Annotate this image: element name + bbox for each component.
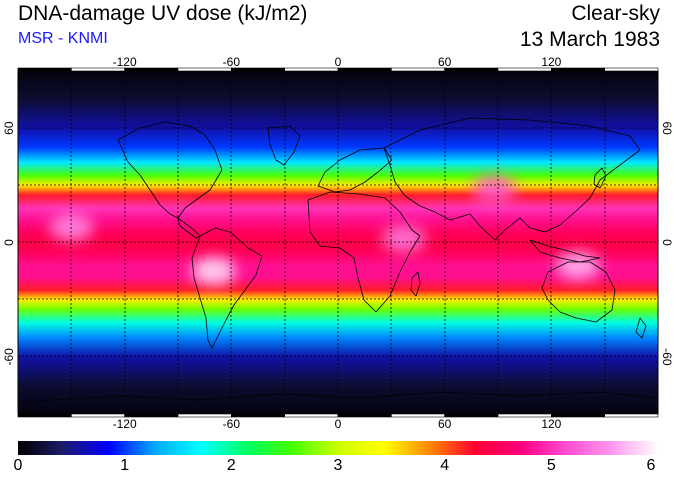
colorbar-label: 3 — [333, 457, 343, 474]
lon-tick-label: 60 — [438, 417, 452, 431]
graticule — [18, 71, 658, 414]
central-america-coast — [177, 217, 201, 239]
colorbar-label: 5 — [546, 457, 556, 474]
map-frame — [17, 67, 659, 418]
frame-segment — [284, 413, 339, 418]
asia-coast — [383, 117, 641, 241]
frame-segment — [444, 67, 499, 72]
frame-segment — [284, 67, 339, 72]
africa-coast — [307, 191, 421, 313]
hotspot-east-africa — [381, 224, 426, 253]
lon-tick-label: -60 — [223, 417, 241, 431]
lon-tick-label: 0 — [335, 55, 342, 69]
frame-segment — [391, 413, 445, 418]
frame-bottom — [17, 413, 659, 418]
lon-tick-label: 60 — [438, 55, 452, 69]
lat-tick-label-right: -60 — [660, 348, 674, 366]
map-title: DNA-damage UV dose (kJ/m2) — [18, 2, 308, 25]
lat-tick-label-left: 0 — [2, 239, 16, 246]
lon-tick-label: 0 — [335, 417, 342, 431]
lon-tick-label: -60 — [223, 55, 241, 69]
lon-tick-label: -120 — [113, 417, 137, 431]
colorbar-label: 1 — [120, 457, 130, 474]
lon-tick-label: -120 — [113, 55, 137, 69]
antarctica-coast — [18, 391, 658, 403]
frame-segment — [604, 413, 659, 418]
lon-tick-label: 120 — [541, 417, 561, 431]
frame-segment — [391, 67, 445, 72]
lat-tick-label-left: 60 — [2, 121, 16, 135]
coastlines — [18, 117, 658, 403]
madagascar-coast — [410, 271, 421, 297]
colorbar — [18, 441, 658, 455]
lat-tick-label-right: 0 — [660, 239, 674, 246]
frame-top — [17, 67, 659, 72]
europe-coast — [317, 147, 393, 193]
colorbar-label: 4 — [440, 457, 450, 474]
hotspot-northern-australia — [556, 251, 600, 280]
colorbar-label: 0 — [13, 457, 23, 474]
hotspot-andes — [191, 257, 236, 286]
frame-segment — [337, 413, 392, 418]
frame-segment — [604, 67, 659, 72]
frame-segment — [444, 413, 499, 418]
frame-segment — [17, 67, 72, 72]
tick-labels: -120 -120 -60 -60 0 0 60 60 120 120 60 60 0 0 -60 -60 — [2, 55, 674, 431]
dose-field — [18, 71, 658, 414]
south-america-coast — [191, 227, 263, 349]
lat-tick-label-right: 60 — [660, 121, 674, 135]
sky-condition-label: Clear-sky — [571, 2, 660, 25]
colorbar-labels: 0 1 2 3 4 5 6 — [0, 457, 678, 479]
lon-tick-label: 120 — [541, 55, 561, 69]
colorbar-label: 2 — [226, 457, 236, 474]
colorbar-label: 6 — [646, 457, 656, 474]
source-label: MSR - KNMI — [18, 30, 108, 47]
frame-segment — [17, 413, 72, 418]
japan-coast — [593, 167, 607, 189]
hotspot-tibetan-plateau — [472, 175, 517, 204]
lat-tick-label-left: -60 — [2, 348, 16, 366]
date-label: 13 March 1983 — [519, 28, 660, 51]
indonesia-coast — [529, 239, 601, 263]
new-zealand-coast — [635, 317, 647, 339]
australia-coast — [541, 261, 616, 323]
frame-segment — [337, 67, 392, 72]
